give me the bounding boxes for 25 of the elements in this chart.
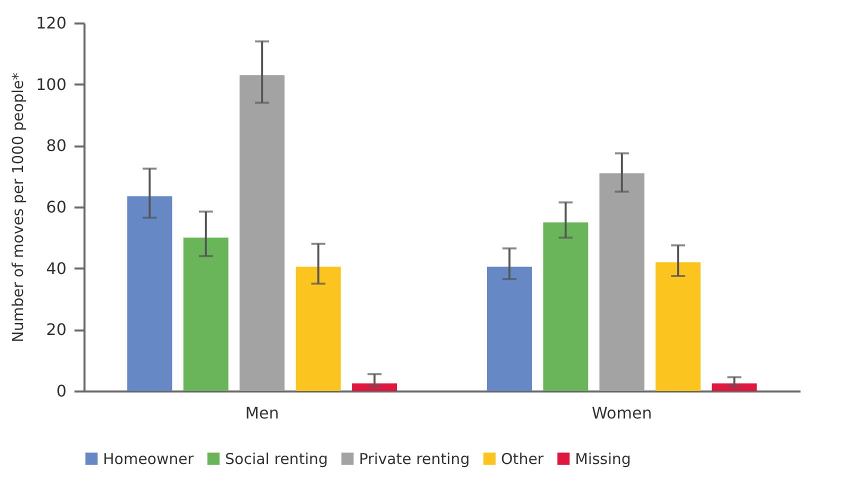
y-tick-label: 60 xyxy=(46,198,66,216)
legend-label: Other xyxy=(501,450,544,468)
bar xyxy=(352,383,398,391)
bar xyxy=(543,222,588,391)
bar xyxy=(486,266,532,391)
y-tick-label: 120 xyxy=(36,14,66,32)
x-tick-label: Women xyxy=(592,404,652,422)
legend-label: Homeowner xyxy=(103,450,194,468)
legend-label: Private renting xyxy=(359,450,470,468)
bar xyxy=(240,75,285,391)
legend-label: Missing xyxy=(575,450,631,468)
bar xyxy=(296,266,341,391)
bar xyxy=(127,196,172,391)
y-tick-label: 40 xyxy=(46,258,66,278)
legend-label: Social renting xyxy=(225,450,328,468)
bar xyxy=(599,173,644,391)
y-tick-label: 80 xyxy=(46,136,66,156)
y-tick-label: 100 xyxy=(36,74,66,94)
bar xyxy=(712,383,757,391)
bar xyxy=(183,238,228,391)
y-tick-label: 0 xyxy=(56,382,66,400)
y-tick-label: 20 xyxy=(46,320,66,340)
y-axis-title: Number of moves per 1000 people* xyxy=(8,72,27,342)
x-tick-label: Men xyxy=(245,404,279,422)
bar xyxy=(656,262,701,391)
